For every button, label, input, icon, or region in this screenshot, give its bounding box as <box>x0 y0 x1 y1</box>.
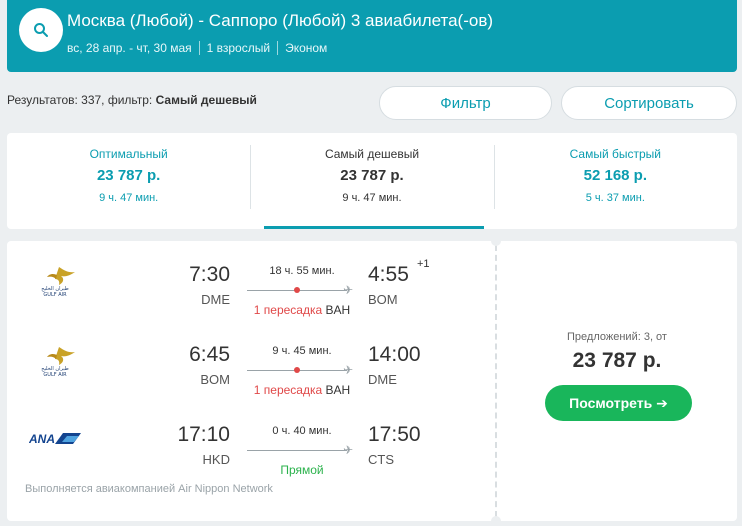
tab-label: Самый дешевый <box>324 147 420 161</box>
arrival-time: 17:50 <box>368 423 421 446</box>
stops-label: 1 пересадка <box>253 303 323 317</box>
departure-time: 17:10 <box>177 423 230 446</box>
search-header[interactable]: Москва (Любой) - Саппоро (Любой) 3 авиаб… <box>7 0 737 72</box>
search-icon <box>34 23 48 37</box>
arrival-airport: BOM <box>368 292 398 307</box>
route-title: Москва (Любой) - Саппоро (Любой) 3 авиаб… <box>67 11 494 30</box>
sort-tabs: Оптимальный 23 787 р. 9 ч. 47 мин. Самый… <box>7 133 737 229</box>
departure-airport: HKD <box>202 452 230 467</box>
plane-icon: ✈ <box>343 363 354 377</box>
offers-count: Предложений: 3, от <box>567 331 667 343</box>
meta-divider <box>198 41 200 55</box>
flight-duration: 9 ч. 45 мин. <box>272 345 332 357</box>
departure-airport: BOM <box>200 372 230 387</box>
flight-segment: طيران الخليج GULF AIR 6:45 BOM 9 ч. 45 м… <box>7 321 495 401</box>
route-line <box>247 450 347 451</box>
departure-time: 7:30 <box>189 263 230 286</box>
ticket-notch <box>491 516 501 526</box>
tab-label: Самый быстрый <box>569 147 662 161</box>
stops-info: 1 пересадка BAH <box>247 303 357 317</box>
ticket-divider <box>495 245 497 517</box>
stop-airport: BAH <box>325 303 351 317</box>
departure-time: 6:45 <box>189 343 230 366</box>
svg-text:طيران الخليج: طيران الخليج <box>41 286 68 292</box>
stop-dot <box>294 367 300 373</box>
svg-text:ANA: ANA <box>29 432 55 446</box>
plane-icon: ✈ <box>343 443 354 457</box>
tab-price: 52 168 р. <box>583 167 648 184</box>
offers-price: 23 787 р. <box>572 349 662 372</box>
svg-text:GULF AIR: GULF AIR <box>43 372 67 377</box>
stops-info: 1 пересадка BAH <box>247 383 357 397</box>
tab-optimal[interactable]: Оптимальный 23 787 р. 9 ч. 47 мин. <box>7 133 250 229</box>
svg-text:طيران الخليج: طيران الخليج <box>41 366 68 372</box>
tab-price: 23 787 р. <box>96 167 161 184</box>
flight-segment: طيران الخليج GULF AIR 7:30 DME 18 ч. 55 … <box>7 241 495 321</box>
arrival-time: 4:55 <box>368 263 409 286</box>
stops-label: 1 пересадка <box>253 383 323 397</box>
flight-segment: ANA 17:10 HKD 0 ч. 40 мин. ✈ Прямой 17:5… <box>7 401 495 481</box>
results-count: Результатов: 337, фильтр: <box>7 93 153 107</box>
arrival-airport: DME <box>368 372 397 387</box>
meta-divider <box>277 41 279 55</box>
next-day-badge: +1 <box>417 258 430 270</box>
arrival-time: 14:00 <box>368 343 421 366</box>
operated-by-note: Выполняется авиакомпанией Air Nippon Net… <box>25 483 273 495</box>
ticket-notch <box>491 236 501 246</box>
flight-duration: 18 ч. 55 мин. <box>269 265 335 277</box>
gulf-air-logo-icon: طيران الخليج GULF AIR <box>41 347 75 377</box>
stops-info: Прямой <box>247 463 357 477</box>
stop-airport: BAH <box>325 383 351 397</box>
offers-panel: Предложений: 3, от 23 787 р. Посмотреть … <box>497 241 737 521</box>
tab-duration: 9 ч. 47 мин. <box>99 192 159 204</box>
direct-label: Прямой <box>280 463 324 477</box>
ana-logo-icon: ANA <box>29 432 81 446</box>
filter-button[interactable]: Фильтр <box>379 86 552 120</box>
results-summary: Результатов: 337, фильтр: Самый дешевый <box>7 93 257 107</box>
active-filter: Самый дешевый <box>155 93 257 107</box>
ticket-card[interactable]: طيران الخليج GULF AIR 7:30 DME 18 ч. 55 … <box>7 236 737 526</box>
arrival-airport: CTS <box>368 452 394 467</box>
tab-duration: 9 ч. 47 мин. <box>342 192 402 204</box>
stop-dot <box>294 287 300 293</box>
search-meta: вс, 28 апр. - чт, 30 мая 1 взрослый Экон… <box>67 41 327 55</box>
view-button[interactable]: Посмотреть ➔ <box>545 385 692 421</box>
search-button[interactable] <box>19 8 63 52</box>
svg-text:GULF AIR: GULF AIR <box>43 292 67 297</box>
tab-cheapest[interactable]: Самый дешевый 23 787 р. 9 ч. 47 мин. <box>250 133 493 229</box>
passenger-count: 1 взрослый <box>206 41 271 55</box>
travel-dates: вс, 28 апр. - чт, 30 мая <box>67 41 192 55</box>
tab-fastest[interactable]: Самый быстрый 52 168 р. 5 ч. 37 мин. <box>493 133 737 229</box>
tab-label: Оптимальный <box>89 147 168 161</box>
tab-price: 23 787 р. <box>340 167 404 184</box>
flight-duration: 0 ч. 40 мин. <box>272 425 332 437</box>
gulf-air-logo-icon: طيران الخليج GULF AIR <box>41 267 75 297</box>
tab-duration: 5 ч. 37 мин. <box>585 192 645 204</box>
sort-button[interactable]: Сортировать <box>561 86 737 120</box>
plane-icon: ✈ <box>343 283 354 297</box>
departure-airport: DME <box>201 292 230 307</box>
cabin-class: Эконом <box>285 41 328 55</box>
